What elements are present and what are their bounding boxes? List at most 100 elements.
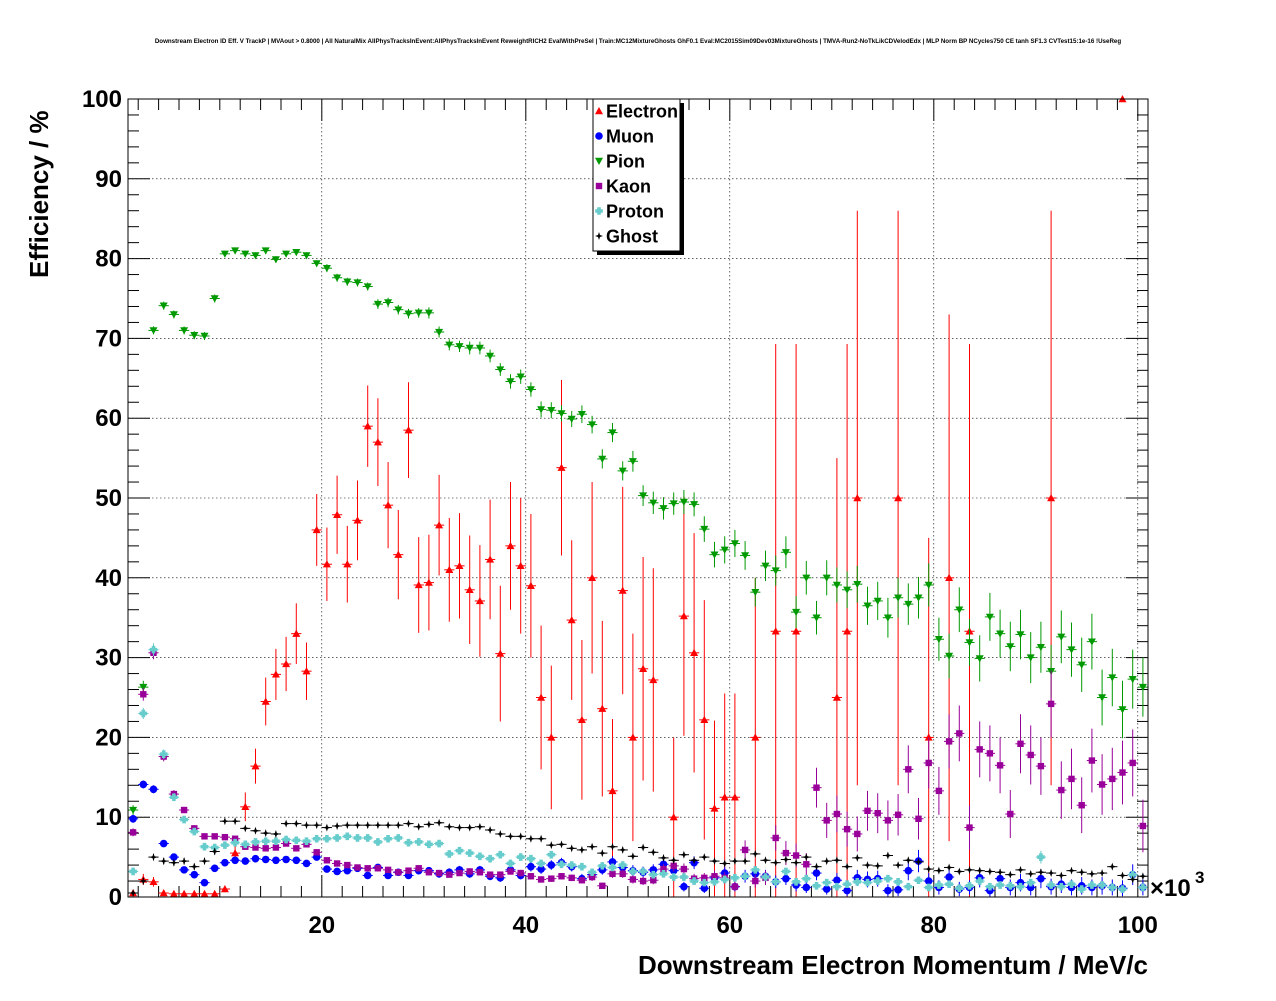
data-point-proton: [323, 834, 331, 843]
y-tick-label: 90: [95, 166, 122, 193]
data-point-electron: [373, 438, 382, 446]
data-point-kaon: [405, 867, 412, 874]
data-point-electron: [343, 560, 352, 568]
data-point-muon: [608, 858, 617, 866]
series-electron: [128, 95, 1128, 898]
data-point-electron: [843, 627, 852, 635]
data-point-ghost: [333, 821, 342, 830]
data-point-kaon: [741, 846, 749, 854]
data-point-pion: [853, 580, 862, 589]
legend-marker-muon: [595, 132, 603, 140]
data-point-kaon: [293, 845, 300, 852]
data-point-proton: [955, 884, 964, 893]
data-point-ghost: [292, 819, 301, 828]
x-tick-label: 80: [920, 912, 947, 939]
data-point-pion: [669, 500, 678, 508]
data-point-electron: [424, 578, 433, 586]
data-point-electron: [486, 555, 495, 563]
data-point-pion: [424, 309, 433, 317]
data-point-kaon: [843, 825, 851, 833]
data-point-ghost: [761, 856, 770, 865]
data-point-proton: [904, 882, 913, 891]
data-point-ghost: [475, 822, 484, 831]
data-point-proton: [1057, 882, 1066, 891]
data-point-proton: [547, 850, 556, 859]
data-point-pion: [333, 274, 342, 282]
data-point-kaon: [894, 811, 902, 819]
data-point-proton: [924, 883, 933, 892]
data-point-proton: [374, 838, 382, 846]
data-point-electron: [496, 649, 505, 657]
data-point-ghost: [771, 858, 780, 867]
data-point-kaon: [905, 766, 912, 773]
data-point-kaon: [354, 864, 361, 871]
data-point-proton: [578, 862, 586, 871]
data-point-muon: [547, 861, 556, 869]
data-point-pion: [1067, 646, 1076, 654]
y-tick-label: 30: [95, 645, 122, 672]
data-point-pion: [384, 299, 393, 307]
data-point-kaon: [262, 845, 269, 852]
data-point-pion: [1128, 675, 1137, 684]
data-point-pion: [180, 327, 189, 335]
grid-lines: [128, 99, 1148, 897]
data-point-muon: [384, 871, 392, 880]
data-point-pion: [832, 581, 841, 589]
data-point-kaon: [578, 877, 586, 884]
data-point-pion: [771, 567, 780, 575]
data-point-electron: [282, 659, 291, 668]
y-axis-title: Efficiency / %: [24, 110, 54, 278]
data-point-electron: [751, 733, 760, 741]
data-point-ghost: [843, 862, 852, 871]
data-point-muon: [139, 780, 148, 789]
data-point-ghost: [169, 858, 178, 867]
data-point-muon: [180, 866, 188, 874]
series-proton: [128, 643, 1148, 893]
data-point-kaon: [425, 869, 433, 876]
data-point-proton: [659, 870, 668, 878]
data-point-ghost: [1108, 862, 1117, 871]
data-point-electron: [832, 693, 841, 701]
data-point-pion: [404, 310, 413, 318]
data-point-proton: [506, 859, 515, 868]
data-point-proton: [455, 846, 464, 855]
data-point-ghost: [210, 847, 219, 856]
data-point-kaon: [507, 868, 514, 875]
data-point-electron: [435, 521, 444, 529]
data-point-kaon: [772, 834, 779, 842]
data-point-proton: [363, 834, 372, 842]
data-point-pion: [812, 614, 821, 622]
data-point-pion: [945, 652, 954, 661]
data-point-ghost: [322, 823, 331, 832]
data-point-pion: [894, 594, 903, 602]
data-point-pion: [353, 279, 362, 287]
data-point-kaon: [925, 759, 932, 767]
data-point-ghost: [414, 822, 423, 831]
data-point-proton: [996, 881, 1004, 889]
data-point-pion: [741, 552, 750, 560]
data-point-muon: [302, 859, 311, 868]
data-point-pion: [598, 455, 607, 463]
data-point-electron: [628, 733, 637, 741]
data-point-proton: [1098, 881, 1106, 889]
data-point-proton: [618, 861, 627, 869]
data-point-kaon: [599, 882, 606, 890]
data-point-electron: [271, 670, 280, 678]
data-point-pion: [251, 252, 260, 260]
data-point-muon: [680, 882, 688, 891]
data-point-electron: [159, 889, 168, 897]
data-point-ghost: [271, 829, 280, 838]
data-point-muon: [822, 885, 831, 893]
data-point-proton: [914, 876, 923, 885]
data-point-proton: [1006, 882, 1015, 890]
data-point-muon: [700, 884, 709, 893]
data-point-kaon: [537, 876, 545, 883]
data-point-ghost: [720, 859, 729, 868]
data-point-proton: [782, 867, 790, 876]
data-point-electron: [577, 715, 586, 724]
data-point-proton: [1088, 881, 1096, 889]
data-point-ghost: [496, 829, 505, 838]
data-point-kaon: [1088, 757, 1096, 764]
data-point-kaon: [945, 738, 953, 745]
data-point-ghost: [363, 821, 372, 830]
